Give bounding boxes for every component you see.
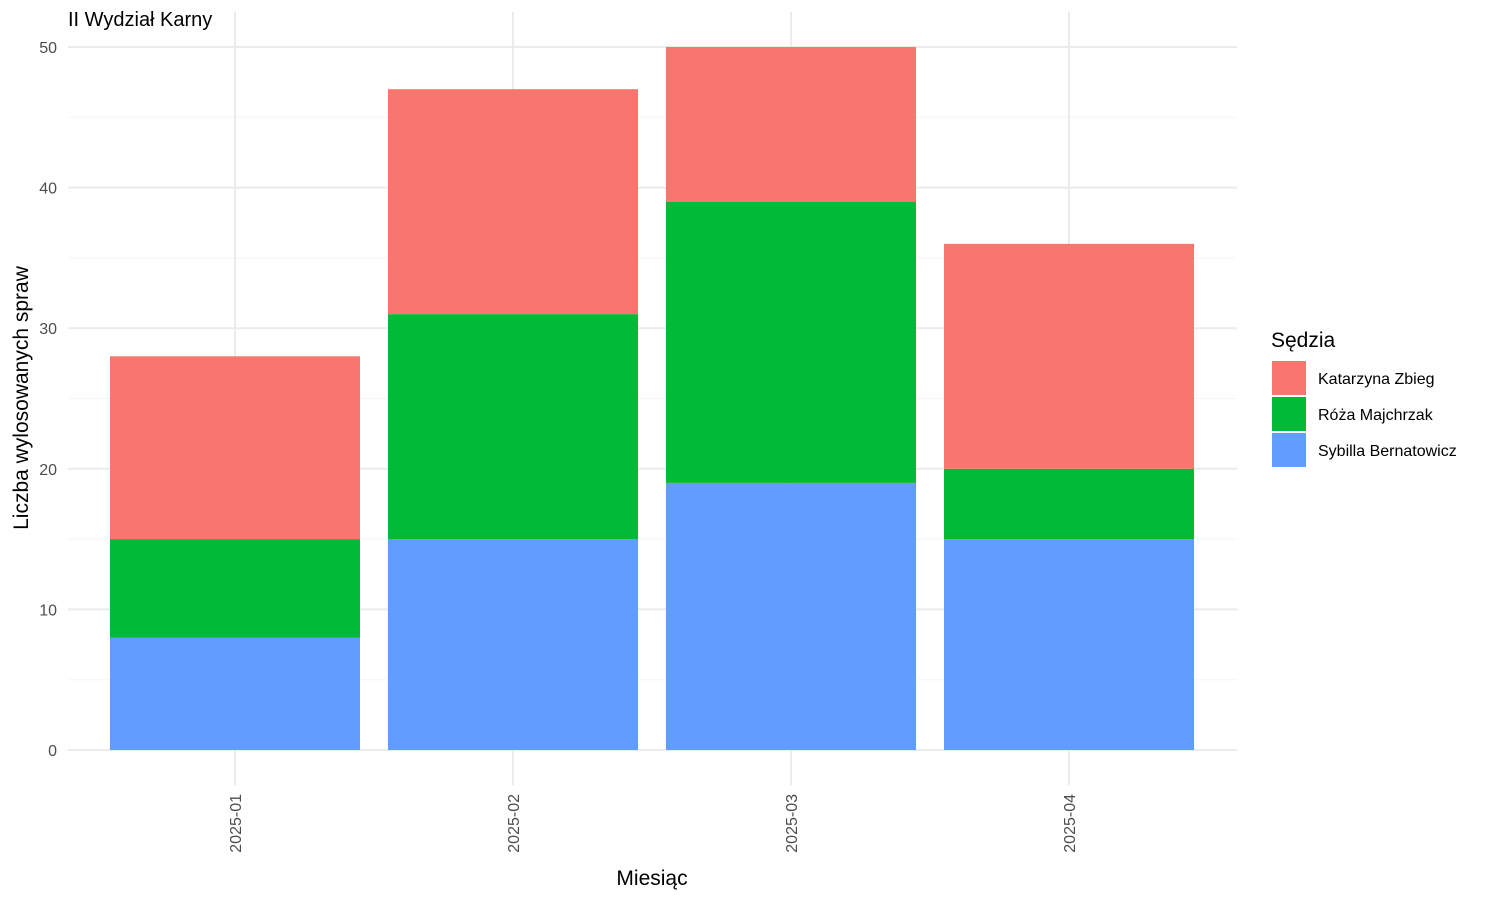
bar-segment bbox=[944, 243, 1194, 469]
x-axis-title: Miesiąc bbox=[616, 867, 687, 890]
y-axis-ticks: 0 10 20 30 40 50 bbox=[39, 40, 57, 760]
bar-segment bbox=[666, 47, 916, 202]
bar-segment bbox=[666, 482, 916, 750]
y-axis-title: Liczba wylosowanych spraw bbox=[10, 265, 33, 530]
y-tick-label: 10 bbox=[39, 602, 57, 619]
bars bbox=[110, 47, 1194, 750]
bar-segment bbox=[666, 201, 916, 483]
x-axis-ticks: 2025-01 2025-02 2025-03 2025-04 bbox=[228, 794, 1079, 853]
legend-label: Róża Majchrzak bbox=[1318, 407, 1434, 424]
chart-title: II Wydział Karny bbox=[68, 9, 212, 31]
bar-segment bbox=[944, 539, 1194, 750]
bar-segment bbox=[388, 89, 638, 315]
x-tick-label: 2025-02 bbox=[506, 794, 523, 853]
y-tick-label: 0 bbox=[48, 743, 57, 760]
bar-segment bbox=[388, 314, 638, 540]
legend: Sędzia Katarzyna Zbieg Róża Majchrzak Sybi… bbox=[1271, 329, 1457, 467]
x-tick-label: 2025-04 bbox=[1062, 794, 1079, 853]
bar-segment bbox=[388, 539, 638, 750]
y-tick-label: 50 bbox=[39, 40, 57, 57]
x-tick-label: 2025-03 bbox=[784, 794, 801, 853]
bar-segment bbox=[110, 539, 360, 638]
bar-segment bbox=[110, 356, 360, 540]
legend-key bbox=[1272, 397, 1306, 431]
legend-key bbox=[1272, 361, 1306, 395]
legend-title: Sędzia bbox=[1271, 329, 1336, 352]
y-tick-label: 20 bbox=[39, 462, 57, 479]
legend-label: Sybilla Bernatowicz bbox=[1318, 443, 1457, 460]
x-tick-label: 2025-01 bbox=[228, 794, 245, 853]
y-tick-label: 30 bbox=[39, 321, 57, 338]
bar-segment bbox=[944, 468, 1194, 540]
bar-segment bbox=[110, 637, 360, 750]
legend-key bbox=[1272, 433, 1306, 467]
y-tick-label: 40 bbox=[39, 181, 57, 198]
legend-label: Katarzyna Zbieg bbox=[1318, 371, 1435, 388]
